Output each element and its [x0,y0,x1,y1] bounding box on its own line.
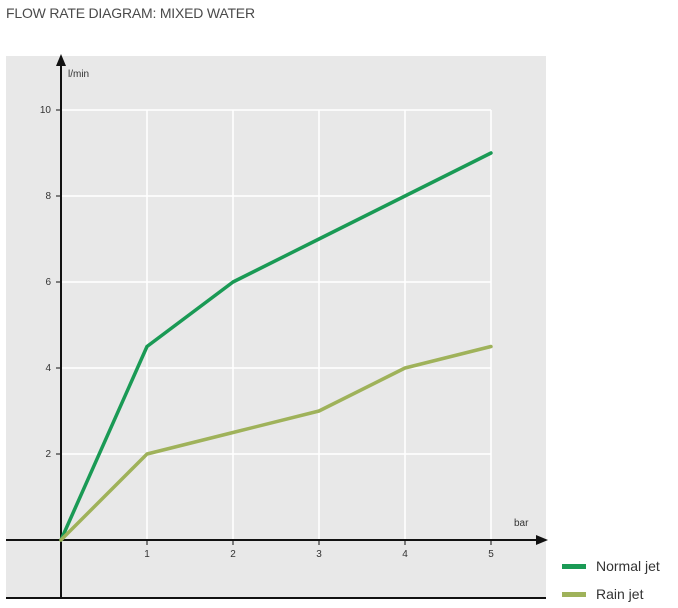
y-tick-label-10: 10 [40,105,52,116]
legend: Normal jet Rain jet [562,552,660,608]
series-line-normal-jet [59,151,493,542]
axes [6,54,548,599]
x-tick-label-3: 3 [316,549,322,560]
legend-item-rain-jet: Rain jet [562,580,660,608]
series-lines [59,151,493,542]
x-axis-arrow-icon [536,535,548,545]
y-tick-label-4: 4 [45,363,51,374]
legend-label-rain-jet: Rain jet [596,586,644,602]
ticks: 1 2 3 4 5 2 4 6 8 10 [40,105,494,560]
series-line-rain-jet [59,344,493,542]
plot-background [6,56,546,598]
y-tick-label-2: 2 [45,449,51,460]
x-axis-label: bar [514,518,529,529]
grid-lines [61,109,492,540]
x-tick-label-2: 2 [230,549,236,560]
x-tick-label-1: 1 [144,549,150,560]
legend-label-normal-jet: Normal jet [596,558,660,574]
y-axis-label: l/min [68,69,89,80]
legend-swatch-rain-jet [562,591,586,597]
legend-item-normal-jet: Normal jet [562,552,660,580]
legend-swatch-normal-jet [562,563,586,569]
y-axis-arrow-icon [56,54,66,66]
x-tick-label-4: 4 [402,549,408,560]
x-tick-label-5: 5 [488,549,494,560]
y-tick-label-6: 6 [45,277,51,288]
y-tick-label-8: 8 [45,191,51,202]
chart-title: FLOW RATE DIAGRAM: MIXED WATER [6,5,255,21]
